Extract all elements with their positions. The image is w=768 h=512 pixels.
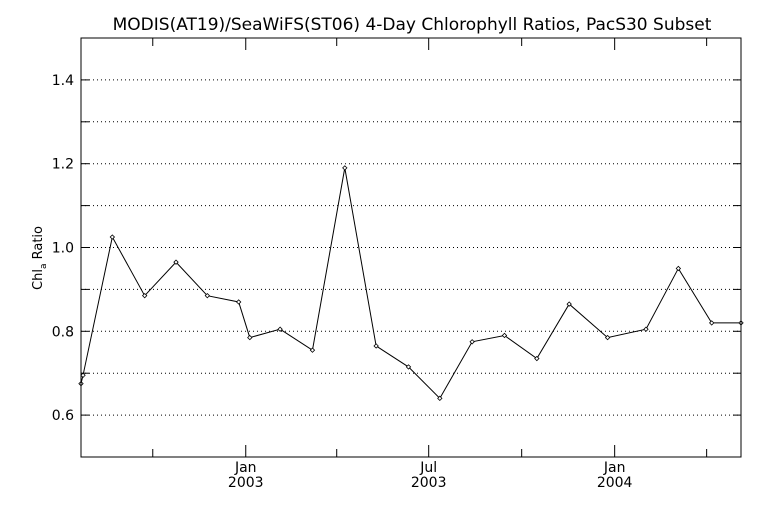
y-axis-title: Chla Ratio — [31, 226, 49, 290]
data-point — [204, 292, 211, 299]
grid — [81, 79, 741, 416]
chart-title: MODIS(AT19)/SeaWiFS(ST06) 4-Day Chloroph… — [113, 15, 712, 35]
y-axis-title-main: Chl — [31, 269, 46, 290]
data-point — [235, 299, 242, 305]
data-point — [501, 332, 508, 339]
data-point — [309, 347, 316, 353]
data-point — [247, 334, 253, 341]
data-point — [534, 355, 540, 362]
data-point — [109, 234, 116, 240]
data-point — [643, 326, 649, 332]
data-point — [173, 259, 179, 265]
svg-text:Chla Ratio: Chla Ratio — [31, 226, 49, 290]
data-point — [437, 395, 443, 402]
data-point — [405, 364, 412, 370]
data-point — [80, 372, 86, 378]
x-tick-label-year: 2003 — [228, 475, 264, 491]
data-point — [342, 165, 348, 171]
y-tick-label: 0.6 — [52, 408, 74, 424]
y-axis-title-tail: Ratio — [31, 226, 46, 264]
x-tick-label-year: 2003 — [411, 475, 447, 491]
data-point — [469, 339, 475, 345]
data-point — [604, 334, 611, 341]
y-tick-label: 1.0 — [52, 241, 74, 257]
x-tick-label-month: Jan — [603, 460, 626, 476]
y-tick-label: 1.2 — [52, 157, 74, 173]
data-point — [277, 326, 283, 332]
x-tick-label-year: 2004 — [597, 475, 633, 491]
series-group — [78, 165, 744, 402]
plot-frame — [80, 37, 742, 458]
data-point — [709, 320, 715, 326]
y-tick-label: 1.4 — [52, 73, 74, 89]
data-point — [566, 301, 572, 307]
x-tick-label-month: Jul — [419, 460, 437, 476]
data-point — [675, 265, 682, 272]
series-line — [80, 167, 741, 400]
data-point — [373, 343, 379, 349]
y-tick-label: 0.8 — [52, 324, 74, 340]
data-point — [141, 292, 148, 299]
x-tick-label-month: Jan — [234, 460, 257, 476]
y-axis-title-subscript: a — [39, 264, 49, 270]
y-axis-ticks: 0.6 0.8 1.0 1.2 1.4 — [52, 73, 741, 424]
